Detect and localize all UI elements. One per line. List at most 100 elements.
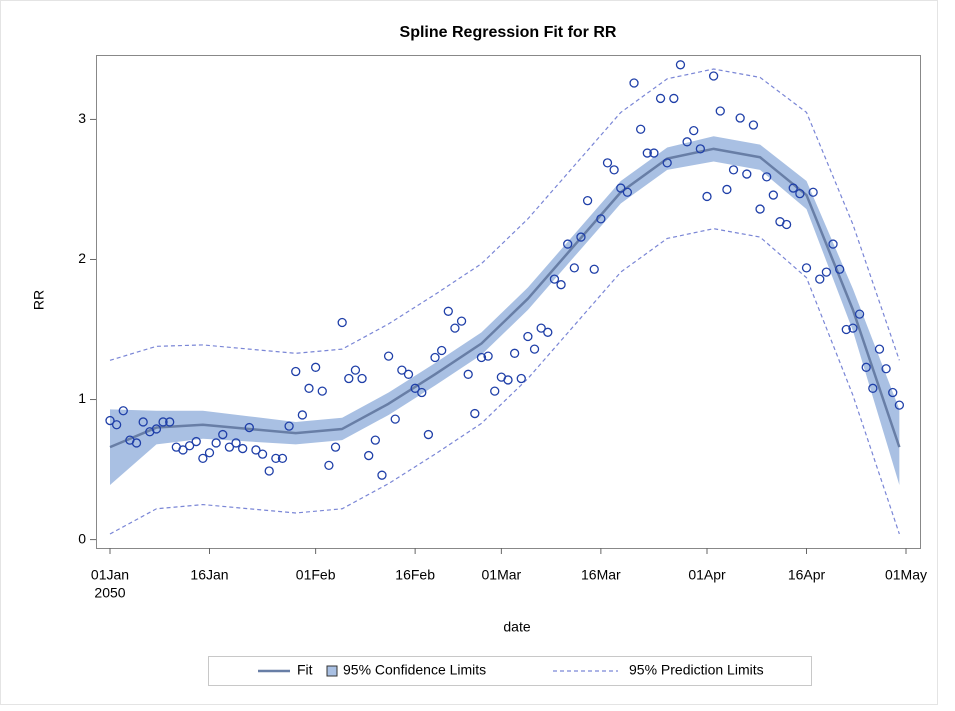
data-point [456,316,467,326]
chart-title: Spline Regression Fit for RR [400,24,617,41]
data-point [682,137,692,147]
data-point [463,369,473,379]
data-point [808,187,818,197]
data-point [868,383,878,393]
legend-label: 95% Prediction Limits [629,662,764,678]
data-point [437,345,447,356]
data-point [244,422,254,433]
x-tick-label: 01Jan [91,567,129,583]
data-point [828,239,838,249]
data-point [483,351,493,361]
data-point [602,158,613,168]
data-point [888,387,898,398]
legend-label: 95% Confidence Limits [343,662,486,678]
data-point [616,183,626,193]
data-point [735,113,745,123]
data-point [702,191,712,202]
data-point [689,125,699,136]
data-point [257,449,268,459]
data-point [642,148,652,158]
y-tick-label: 3 [78,110,86,126]
data-point [151,424,162,434]
data-point [708,71,719,81]
data-point [330,442,341,452]
data-point [370,435,380,445]
data-point [165,417,175,427]
data-point [277,453,288,464]
data-point [390,414,400,424]
fit-line [109,147,901,449]
x-tick-label: 16Jan [190,567,228,583]
x-tick-label: 16Mar [581,567,621,583]
data-point [569,263,579,273]
data-point [742,169,752,179]
data-point [748,120,759,130]
data-point [310,362,321,372]
data-point [503,375,513,385]
data-point [224,442,235,452]
data-point [669,93,679,104]
data-point [543,327,553,337]
data-point [576,232,586,242]
data-point [675,60,686,70]
legend-confidence-swatch [326,665,338,677]
data-point [609,165,619,175]
data-point [238,443,248,454]
data-point [357,373,367,384]
data-point [582,196,593,206]
data-point [795,189,805,199]
prediction-limit [109,68,900,361]
data-point [344,373,354,384]
data-point [589,264,599,274]
x-tick-label: 01May [885,567,927,583]
data-point [490,386,500,396]
data-point [649,148,659,158]
x-tick-label: 16Apr [788,567,826,583]
data-point [184,441,195,451]
data-point [695,144,706,154]
data-point [563,239,573,249]
data-point [211,438,221,448]
data-point [523,331,533,342]
data-point [111,420,122,430]
data-point [324,460,334,471]
data-point [556,280,566,290]
data-point [470,408,480,419]
legend-label: Fit [297,662,313,678]
data-point [848,323,858,333]
data-point [655,93,666,104]
data-point [835,264,845,274]
data-point [622,187,633,197]
legend-box [208,656,812,686]
data-point [549,274,560,284]
data-point [636,124,646,134]
data-point [715,106,725,116]
data-point [178,445,188,455]
data-point [430,352,440,363]
x-tick-label: 16Feb [395,567,435,583]
data-point [198,453,208,464]
data-point [304,383,314,393]
data-point [403,369,414,379]
data-point [383,351,394,361]
data-point [768,190,778,200]
data-point [364,450,374,461]
data-point [861,362,871,372]
x-axis-label: date [503,619,530,635]
data-point [271,453,281,464]
data-point [509,348,520,358]
data-point [218,429,228,440]
data-point [755,204,765,214]
data-point [894,400,905,410]
data-point [516,373,526,384]
data-point [728,165,739,175]
data-point [781,219,792,230]
prediction-limit [109,228,900,535]
data-point [410,383,420,393]
data-point [297,410,308,420]
data-point [377,470,387,480]
data-point [662,158,672,168]
data-point [762,172,772,182]
data-point [788,183,798,193]
data-point [801,263,812,273]
